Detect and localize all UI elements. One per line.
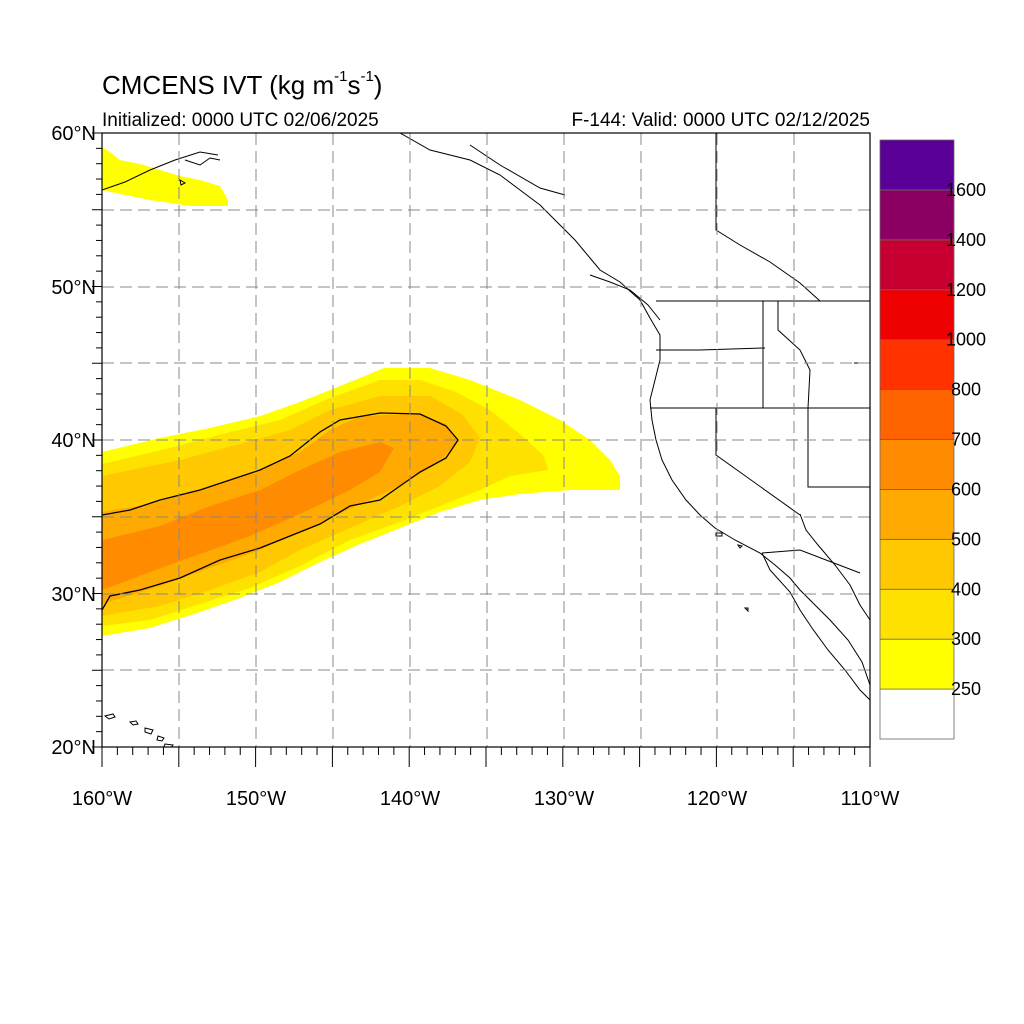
colorbar-label: 1200 xyxy=(946,280,986,300)
colorbar-label: 250 xyxy=(951,679,981,699)
lon-label: 110°W xyxy=(841,788,900,810)
colorbar-swatch xyxy=(879,189,955,241)
axis-ticks xyxy=(92,132,871,767)
colorbar-swatch xyxy=(879,489,955,540)
colorbar-label: 1000 xyxy=(946,330,986,350)
colorbar-swatch xyxy=(879,289,955,341)
initialized-label: Initialized: 0000 UTC 02/06/2025 xyxy=(102,110,379,131)
colorbar-label: 600 xyxy=(951,479,981,499)
colorbar-label: 500 xyxy=(951,529,981,549)
lon-labels: 160°W 150°W 140°W 130°W 120°W 110°W xyxy=(72,788,900,810)
gridlines xyxy=(102,133,870,747)
lat-label: 30°N xyxy=(51,584,96,606)
colorbar-label: 300 xyxy=(951,629,981,649)
lon-label: 140°W xyxy=(380,788,440,810)
lon-label: 120°W xyxy=(687,788,747,810)
colorbar-swatch xyxy=(879,588,955,640)
colorbar-label: 700 xyxy=(951,430,981,450)
colorbar-label: 800 xyxy=(951,380,981,400)
lat-label: 20°N xyxy=(51,737,96,759)
valid-time-label: F-144: Valid: 0000 UTC 02/12/2025 xyxy=(571,110,870,131)
lat-labels: 60°N 50°N 40°N 30°N 20°N xyxy=(51,123,96,759)
colorbar-label: 1400 xyxy=(946,230,986,250)
coastlines xyxy=(102,133,870,747)
lat-label: 50°N xyxy=(51,277,96,299)
colorbar-swatch xyxy=(879,339,955,390)
chart-title: CMCENS IVT (kg m-1s-1) xyxy=(102,68,383,100)
lat-label: 60°N xyxy=(51,123,96,145)
colorbar-swatch xyxy=(879,389,955,440)
ivt-field xyxy=(102,147,620,636)
colorbar-label: 1600 xyxy=(946,180,986,200)
colorbar-swatch xyxy=(879,688,955,740)
lon-label: 150°W xyxy=(226,788,286,810)
lon-label: 130°W xyxy=(534,788,594,810)
lat-label: 40°N xyxy=(51,430,96,452)
colorbar: 1600 1400 1200 1000 800 700 600 500 400 300 250 xyxy=(879,139,986,740)
colorbar-label: 400 xyxy=(951,579,981,599)
colorbar-swatch xyxy=(879,239,955,291)
lon-label: 160°W xyxy=(72,788,132,810)
colorbar-swatch xyxy=(879,638,955,690)
colorbar-swatch xyxy=(879,538,955,590)
colorbar-swatch xyxy=(879,439,955,490)
colorbar-swatch xyxy=(879,139,955,191)
